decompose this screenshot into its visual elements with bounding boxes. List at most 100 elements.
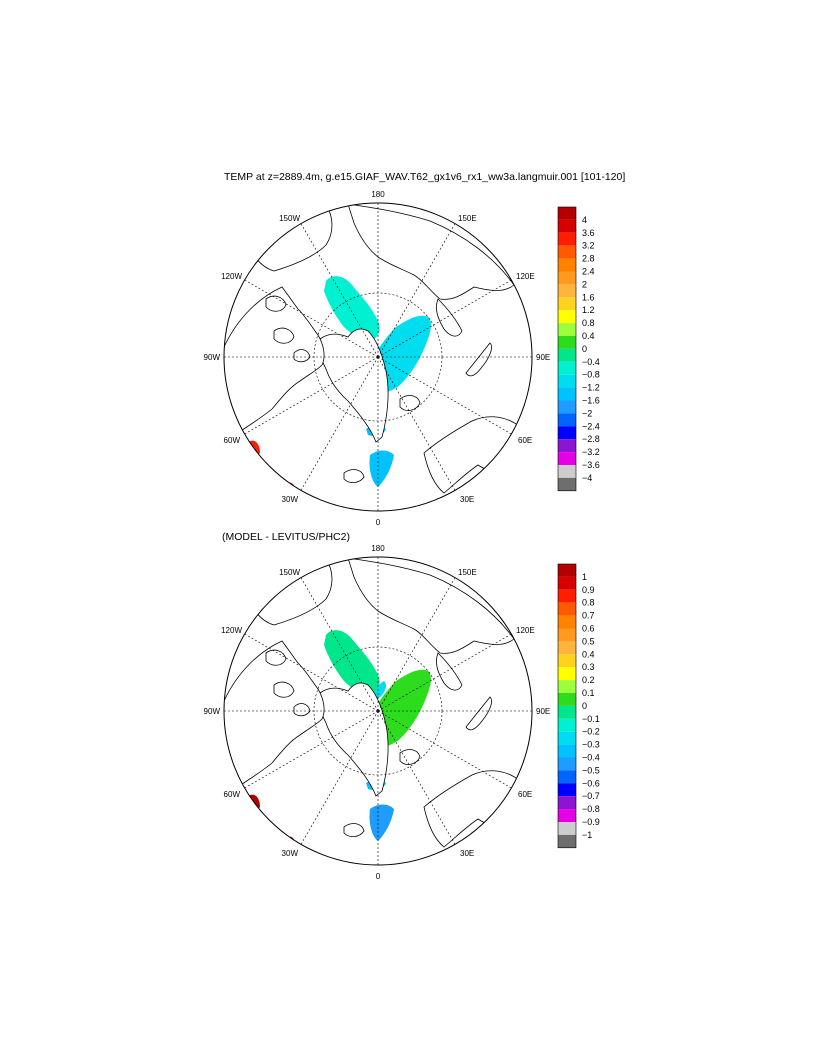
colorbar-tick-label: 2.8	[582, 254, 595, 264]
colorbar-swatch	[558, 770, 576, 784]
colorbar-swatch	[558, 348, 576, 362]
meridian-line	[244, 356, 379, 435]
colorbar-tick-label: 0	[582, 344, 587, 354]
colorbar-swatch	[558, 297, 576, 311]
latitude-circle	[313, 646, 443, 776]
colorbar-swatch	[558, 374, 576, 388]
colorbar-tick-label: −1	[582, 830, 592, 840]
colorbar-swatch	[558, 258, 576, 272]
longitude-label-lower-left-2: 30W	[282, 849, 299, 858]
colorbar-tick-label: −0.2	[582, 727, 600, 737]
colorbar-tick-label: −0.3	[582, 740, 600, 750]
colorbar-tick-label: −2.8	[582, 434, 600, 444]
colorbar-swatch	[558, 731, 576, 745]
colorbar-swatch	[558, 718, 576, 732]
colorbar-tick-label: −1.2	[582, 383, 600, 393]
meridian-line	[300, 356, 379, 491]
meridian-line	[244, 710, 379, 789]
polar-map-difference: 180 0 90W 90E 150W 120W 150E 120E 60W 30W 60E 30E	[204, 544, 551, 881]
colorbar-tick-label: 0.1	[582, 688, 595, 698]
colorbar-tick-label: −2	[582, 408, 592, 418]
patch-nordic-seas	[369, 450, 394, 487]
coastline-islands2	[273, 327, 295, 344]
colorbar-swatch	[558, 667, 576, 681]
colorbar-swatch	[558, 245, 576, 259]
longitude-label-upper-right-1: 150E	[458, 214, 477, 223]
plot-title: TEMP at z=2889.4m, g.e15.GIAF_WAV.T62_gx…	[224, 171, 626, 183]
colorbar-swatch	[558, 219, 576, 233]
meridian-line	[377, 279, 512, 358]
colorbar-swatch	[558, 576, 576, 590]
colorbar-swatch	[558, 680, 576, 693]
patch-lomonosov	[373, 681, 387, 700]
colorbar-swatch	[558, 822, 576, 835]
colorbar-tick-label: −0.6	[582, 778, 600, 788]
longitude-label-right: 90E	[536, 353, 550, 362]
meridian-line	[377, 577, 456, 712]
colorbar-swatch	[558, 602, 576, 616]
colorbar-swatch	[558, 477, 576, 491]
longitude-label-bottom: 0	[376, 518, 381, 527]
colorbar-tick-label: 0.9	[582, 585, 595, 595]
longitude-label-upper-right-1: 150E	[458, 568, 477, 577]
longitude-label-upper-left-1: 150W	[279, 568, 300, 577]
longitude-label-lower-right-2: 30E	[460, 495, 474, 504]
colorbar-tick-label: −3.6	[582, 460, 600, 470]
colorbar-swatch	[558, 564, 576, 577]
colorbar-tick-label: 0.4	[582, 331, 595, 341]
colorbar-tick-label: 1.2	[582, 305, 595, 315]
meridian-line	[244, 279, 379, 358]
latitude-circle	[313, 292, 443, 422]
colorbar-swatch	[558, 323, 576, 336]
colorbar-tick-label: 2.4	[582, 267, 595, 277]
patch-canada-basin	[324, 276, 380, 340]
colorbar-swatch	[558, 336, 576, 349]
colorbar-frame	[557, 563, 577, 849]
colorbar-swatch	[558, 284, 576, 298]
colorbar-swatch	[558, 400, 576, 414]
longitude-label-upper-left-1: 150W	[279, 214, 300, 223]
colorbar-swatch	[558, 310, 576, 324]
colorbar-swatch	[558, 232, 576, 246]
meridian-line	[244, 633, 379, 712]
coastline-svalbard	[399, 749, 421, 765]
polar-map-temperature: 180 0 90W 90E 150W 120W 150E 120E 60W 30W 60E 30E	[204, 190, 551, 527]
colorbar-swatch	[558, 705, 576, 719]
meridian-line	[300, 710, 379, 845]
colorbar-tick-label: −0.4	[582, 753, 600, 763]
colorbar-tick-label: −0.4	[582, 357, 600, 367]
longitude-label-upper-left-2: 120W	[221, 272, 242, 281]
longitude-label-bottom: 0	[376, 872, 381, 881]
colorbar-tick-label: −0.1	[582, 714, 600, 724]
colorbar-tick-label: 0.8	[582, 318, 595, 328]
coastline-europe	[423, 770, 526, 848]
coastline-islands1	[265, 649, 287, 666]
colorbar-tick-label: −1.6	[582, 396, 600, 406]
coastline-islands2	[273, 681, 295, 698]
map-boundary	[223, 202, 533, 512]
colorbar-swatch	[558, 783, 576, 797]
colorbar-tick-label: −3.2	[582, 447, 600, 457]
colorbar-swatch	[558, 361, 576, 375]
colorbar-tick-label: −0.9	[582, 817, 600, 827]
meridian-line	[377, 223, 456, 358]
colorbar-swatch	[558, 439, 576, 453]
colorbar-tick-label: 3.2	[582, 241, 595, 251]
colorbar-swatch	[558, 452, 576, 465]
colorbar-tick-label: 4	[582, 215, 587, 225]
longitude-label-lower-right-2: 30E	[460, 849, 474, 858]
colorbar-tick-label: −0.8	[582, 370, 600, 380]
colorbar-tick-label: −2.4	[582, 421, 600, 431]
colorbar-swatch	[558, 809, 576, 822]
coastline-taymyr	[436, 298, 463, 337]
colorbar-swatch	[558, 271, 576, 285]
meridian-line	[377, 356, 512, 435]
longitude-label-right: 90E	[536, 707, 550, 716]
coastline-islands1	[265, 295, 287, 312]
colorbar-temperature: 4 3.6 3.2 2.8 2.4 2 1.6 1.2 0.8 0.4 0 −0.4 −0.8 −1.2 −…	[557, 206, 600, 492]
colorbar-tick-label: 0.8	[582, 598, 595, 608]
meridian-line	[377, 633, 512, 712]
colorbar-swatch	[558, 615, 576, 629]
coastline-novaya	[465, 342, 492, 377]
patch-nordic-seas	[369, 804, 394, 841]
